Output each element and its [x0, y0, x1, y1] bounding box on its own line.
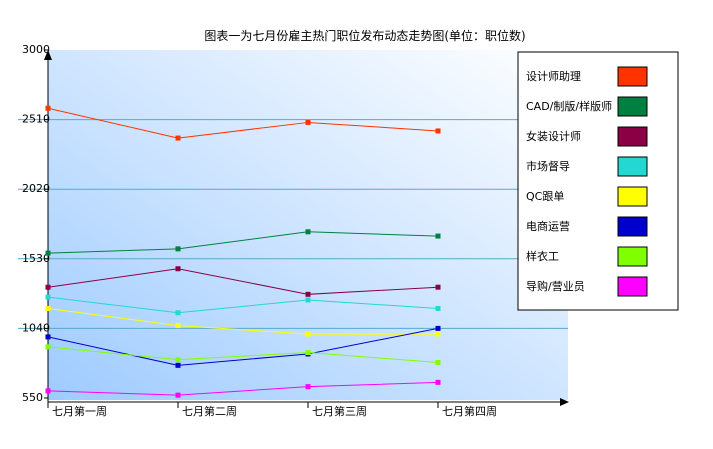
x-tick-label: 七月第二周: [182, 404, 237, 418]
data-point: [45, 306, 51, 312]
series-line: [47, 308, 438, 335]
legend-label: 市场督导: [526, 159, 570, 173]
legend-label: CAD/制版/样版师: [526, 99, 612, 113]
series-line: [47, 381, 439, 396]
x-tick-labels: 七月第一周 七月第二周 七月第三周 七月第四周: [47, 402, 497, 418]
x-axis-arrow: [560, 398, 569, 406]
legend-label: 电商运营: [526, 219, 570, 233]
data-point: [45, 250, 51, 256]
data-point: [45, 334, 51, 340]
y-tick-label: 3000: [22, 43, 50, 56]
series-line: [47, 268, 439, 295]
legend-label: 女装设计师: [526, 129, 581, 143]
data-point: [435, 379, 441, 385]
data-point: [305, 384, 311, 390]
data-point: [305, 291, 311, 297]
data-point: [305, 229, 311, 235]
y-tick-labels: 3000 2510 2020 1530 1040 550: [22, 43, 50, 404]
legend-label: 样衣工: [526, 249, 559, 263]
data-point: [435, 359, 441, 365]
data-point: [175, 310, 181, 316]
legend-swatch: [617, 66, 648, 87]
y-tick-label: 550: [22, 391, 43, 404]
legend-label: 导购/营业员: [526, 279, 585, 293]
legend-swatch: [617, 126, 648, 147]
data-point: [435, 331, 441, 337]
data-point: [305, 297, 311, 303]
data-point: [175, 357, 181, 363]
data-point: [45, 105, 51, 111]
data-point: [45, 388, 51, 394]
legend-swatch: [617, 96, 648, 117]
series-lines: [45, 105, 441, 398]
data-point: [305, 331, 311, 337]
data-point: [45, 284, 51, 290]
data-point: [305, 350, 311, 356]
legend-swatch: [617, 156, 648, 177]
data-point: [175, 392, 181, 398]
y-tick-label: 2020: [22, 182, 50, 195]
legend-swatch: [617, 246, 648, 267]
series-line: [47, 107, 439, 139]
data-point: [175, 323, 181, 329]
data-point: [175, 246, 181, 252]
data-point: [435, 325, 441, 331]
data-point: [305, 119, 311, 125]
legend-swatch: [617, 216, 648, 237]
legend-swatch: [617, 186, 648, 207]
data-point: [175, 266, 181, 272]
x-tick-label: 七月第一周: [52, 404, 107, 418]
data-point: [45, 294, 51, 300]
legend-label: 设计师助理: [526, 69, 581, 83]
gridlines: [18, 119, 568, 329]
x-tick-label: 七月第四周: [442, 404, 497, 418]
legend-label: QC跟单: [526, 190, 564, 203]
x-tick-label: 七月第三周: [312, 404, 367, 418]
data-point: [45, 344, 51, 350]
data-point: [435, 306, 441, 312]
legend-swatch: [617, 276, 648, 297]
chart-title: 图表一为七月份雇主热门职位发布动态走势图(单位：职位数): [204, 28, 525, 43]
legend-box: [517, 51, 679, 311]
data-point: [175, 362, 181, 368]
y-tick-label: 1530: [22, 252, 50, 265]
series-line: [47, 296, 439, 314]
y-tick-label: 1040: [22, 321, 50, 334]
data-point: [435, 233, 441, 239]
data-point: [435, 284, 441, 290]
series-line: [47, 327, 439, 366]
plot-area: [48, 50, 568, 400]
data-point: [175, 135, 181, 141]
data-point: [435, 128, 441, 134]
y-axis-arrow: [44, 50, 52, 60]
y-tick-label: 2510: [22, 113, 50, 126]
series-line: [47, 231, 439, 254]
series-line: [47, 346, 439, 363]
